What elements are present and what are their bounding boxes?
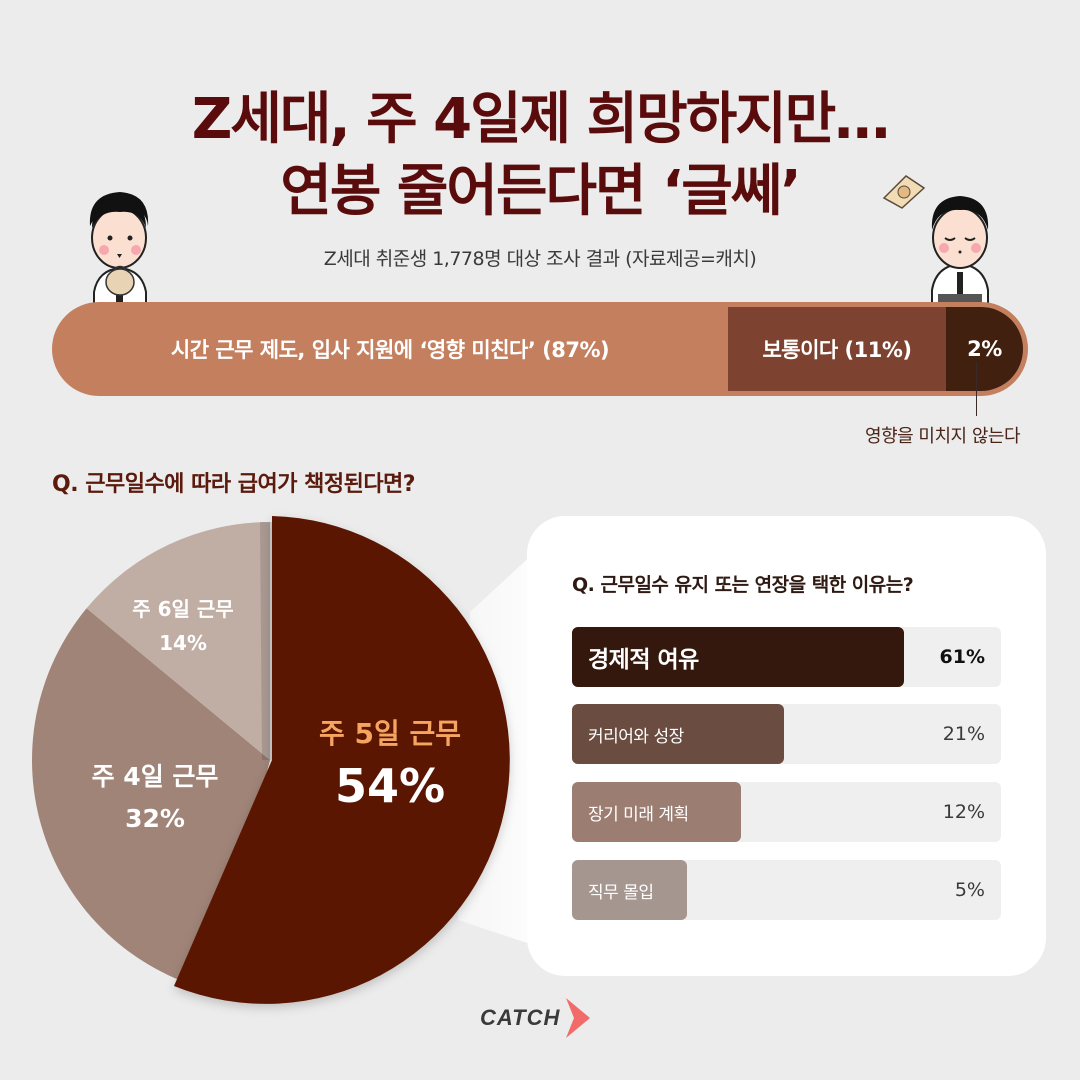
leader-line — [976, 362, 977, 416]
reason-bar-fill: 장기 미래 계획 — [572, 782, 741, 842]
title-line-1: Z세대, 주 4일제 희망하지만… — [191, 87, 891, 152]
impact-stacked-bar: 시간 근무 제도, 입사 지원에 ‘영향 미친다’ (87%) 보통이다 (11… — [52, 302, 1028, 396]
reason-bar-future: 장기 미래 계획 12% — [572, 782, 1001, 842]
reason-bar-fill: 커리어와 성장 — [572, 704, 784, 764]
subtitle: Z세대 취준생 1,778명 대상 조사 결과 (자료제공=캐치) — [323, 248, 757, 270]
bar-segment-no-effect: 2% — [946, 307, 1023, 391]
character-calm-icon — [931, 196, 989, 304]
bar-note-no-effect: 영향을 미치지 않는다 — [865, 426, 1020, 447]
pie-slice-4day — [32, 608, 271, 991]
catch-logo: CATCH — [480, 996, 594, 1040]
banknote-icon — [882, 175, 926, 209]
logo-arrow-icon — [566, 998, 591, 1038]
bar-segment-neutral: 보통이다 (11%) — [728, 307, 946, 391]
reason-pct: 12% — [942, 801, 985, 823]
reasons-question: Q. 근무일수 유지 또는 연장을 택한 이유는? — [572, 574, 914, 596]
title-line-2: 연봉 줄어든다면 ‘글쎄’ — [280, 159, 801, 224]
reason-bar-fill: 직무 몰입 — [572, 860, 687, 920]
reason-bar-economic: 경제적 여유 61% — [572, 627, 1001, 687]
pie-label-5day: 주 5일 근무 54% — [318, 717, 462, 813]
reason-pct: 61% — [939, 646, 985, 668]
reason-bar-focus: 직무 몰입 5% — [572, 860, 1001, 920]
bar-segment-affects: 시간 근무 제도, 입사 지원에 ‘영향 미친다’ (87%) — [170, 338, 610, 362]
character-money-bag-icon — [89, 192, 149, 306]
reason-pct: 21% — [942, 723, 985, 745]
pie-slice-6day — [86, 522, 270, 760]
pie-label-4day: 주 4일 근무 32% — [91, 762, 219, 833]
pie-question: Q. 근무일수에 따라 급여가 책정된다면? — [52, 472, 416, 497]
reason-bar-fill: 경제적 여유 — [572, 627, 904, 687]
logo-text: CATCH — [480, 1005, 561, 1030]
pie-slice-5day — [174, 516, 510, 1004]
reason-bar-career: 커리어와 성장 21% — [572, 704, 1001, 764]
pie-label-6day: 주 6일 근무 14% — [132, 597, 234, 655]
reason-pct: 5% — [954, 879, 985, 901]
